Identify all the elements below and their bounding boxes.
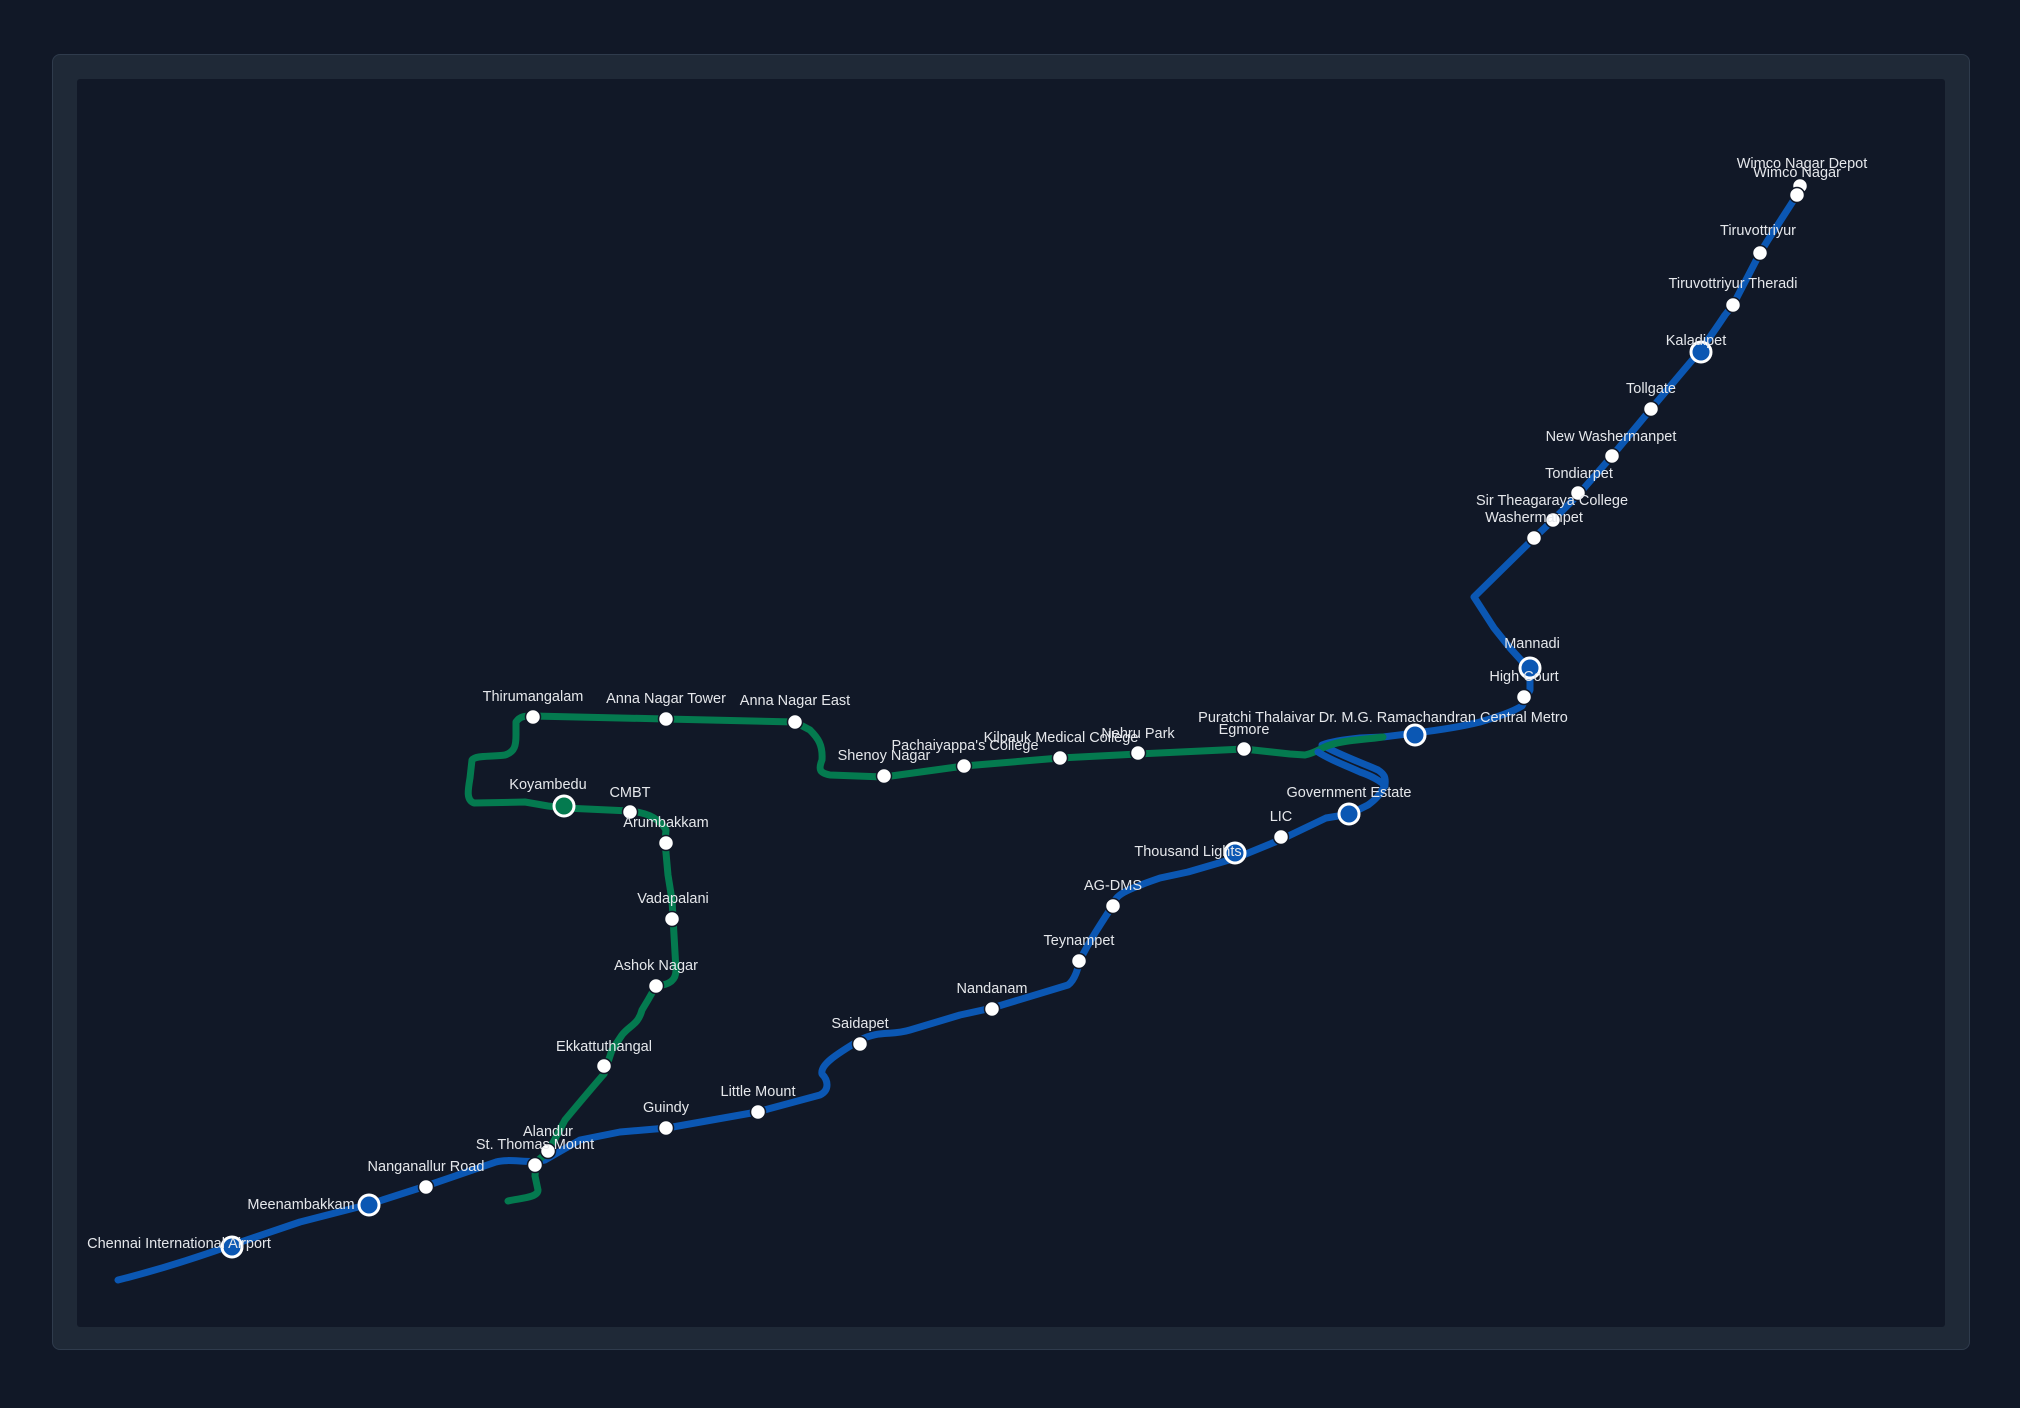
station-marker-thousand-lights[interactable]: [1223, 841, 1247, 865]
station-marker-government-estate[interactable]: [1337, 802, 1361, 826]
station-label-thousand-lights: Thousand Lights: [1134, 844, 1241, 860]
station-marker-koyambedu[interactable]: [552, 794, 576, 818]
station-label-kaladipet: Kaladipet: [1666, 333, 1726, 349]
blue-line-branch: [1314, 748, 1389, 790]
station-label-nandanam: Nandanam: [957, 981, 1028, 997]
station-marker-nanganallur-road[interactable]: [417, 1178, 435, 1196]
station-label-ag-dms: AG-DMS: [1084, 878, 1142, 894]
station-label-meenambakkam: Meenambakkam: [247, 1197, 354, 1213]
station-marker-meenambakkam[interactable]: [357, 1193, 381, 1217]
station-label-arumbakkam: Arumbakkam: [623, 815, 708, 831]
station-marker-thirumangalam[interactable]: [524, 708, 542, 726]
station-marker-lic[interactable]: [1272, 828, 1290, 846]
station-label-washermanpet: Washermanpet: [1485, 510, 1583, 526]
station-label-chennai-international-airport: Chennai International Airport: [87, 1236, 271, 1252]
station-marker-kaladipet[interactable]: [1689, 340, 1713, 364]
station-marker-wimco-nagar[interactable]: [1788, 186, 1806, 204]
station-marker-ag-dms[interactable]: [1104, 897, 1122, 915]
station-label-new-washermanpet: New Washermanpet: [1546, 429, 1677, 445]
station-label-government-estate: Government Estate: [1287, 785, 1412, 801]
station-label-anna-nagar-tower: Anna Nagar Tower: [606, 691, 726, 707]
station-marker-mannadi[interactable]: [1518, 656, 1542, 680]
station-label-egmore: Egmore: [1219, 722, 1270, 738]
station-marker-new-washermanpet[interactable]: [1603, 447, 1621, 465]
station-label-saidapet: Saidapet: [831, 1016, 888, 1032]
station-marker-sir-theagaraya-college[interactable]: [1544, 511, 1562, 529]
station-label-guindy: Guindy: [643, 1100, 690, 1116]
green-line: [464, 712, 1387, 1205]
station-label-kilpauk-medical-college: Kilpauk Medical College: [984, 730, 1139, 746]
station-marker-saidapet[interactable]: [851, 1035, 869, 1053]
station-label-pachaiyappa-s-college: Pachaiyappa's College: [891, 738, 1038, 754]
station-label-anna-nagar-east: Anna Nagar East: [740, 693, 850, 709]
station-label-puratchi-thalaivar-dr-m-g-ramachandran-central-metro: Puratchi Thalaivar Dr. M.G. Ramachandran…: [1198, 710, 1568, 726]
station-label-koyambedu: Koyambedu: [509, 777, 586, 793]
station-marker-washermanpet[interactable]: [1525, 529, 1543, 547]
station-label-mannadi: Mannadi: [1504, 636, 1560, 652]
station-label-tiruvottriyur: Tiruvottriyur: [1720, 223, 1796, 239]
station-marker-tondiarpet[interactable]: [1569, 484, 1587, 502]
station-label-ekkattuthangal: Ekkattuthangal: [556, 1039, 652, 1055]
station-marker-nandanam[interactable]: [983, 1000, 1001, 1018]
station-label-nanganallur-road: Nanganallur Road: [368, 1159, 485, 1175]
station-label-wimco-nagar: Wimco Nagar: [1753, 165, 1841, 181]
station-marker-vadapalani[interactable]: [663, 910, 681, 928]
station-label-tondiarpet: Tondiarpet: [1545, 466, 1613, 482]
station-marker-tiruvottriyur-theradi[interactable]: [1724, 296, 1742, 314]
station-label-teynampet: Teynampet: [1044, 933, 1115, 949]
station-label-tollgate: Tollgate: [1626, 381, 1676, 397]
station-marker-egmore[interactable]: [1235, 740, 1253, 758]
station-marker-cmbt[interactable]: [621, 803, 639, 821]
station-marker-alandur[interactable]: [539, 1142, 557, 1160]
station-label-little-mount: Little Mount: [721, 1084, 796, 1100]
station-marker-anna-nagar-east[interactable]: [786, 713, 804, 731]
station-marker-tiruvottriyur[interactable]: [1751, 244, 1769, 262]
station-label-high-court: High Court: [1489, 669, 1558, 685]
station-marker-anna-nagar-tower[interactable]: [657, 710, 675, 728]
station-label-ashok-nagar: Ashok Nagar: [614, 958, 698, 974]
station-label-thirumangalam: Thirumangalam: [483, 689, 584, 705]
station-marker-shenoy-nagar[interactable]: [875, 767, 893, 785]
station-label-lic: LIC: [1270, 809, 1293, 825]
station-marker-pachaiyappa-s-college[interactable]: [955, 757, 973, 775]
station-marker-tollgate[interactable]: [1642, 400, 1660, 418]
station-marker-kilpauk-medical-college[interactable]: [1051, 749, 1069, 767]
station-marker-high-court[interactable]: [1515, 688, 1533, 706]
station-label-st-thomas-mount: St. Thomas Mount: [476, 1137, 594, 1153]
station-markers[interactable]: [220, 177, 1809, 1259]
station-marker-chennai-international-airport[interactable]: [220, 1235, 244, 1259]
map-canvas[interactable]: [77, 79, 1945, 1327]
station-label-cmbt: CMBT: [609, 785, 650, 801]
station-marker-guindy[interactable]: [657, 1119, 675, 1137]
station-label-tiruvottriyur-theradi: Tiruvottriyur Theradi: [1669, 276, 1798, 292]
station-label-wimco-nagar-depot: Wimco Nagar Depot: [1737, 156, 1868, 172]
station-marker-puratchi-thalaivar-dr-m-g-ramachandran-central-metro[interactable]: [1403, 723, 1427, 747]
station-label-shenoy-nagar: Shenoy Nagar: [838, 748, 931, 764]
station-label-nehru-park: Nehru Park: [1101, 726, 1175, 742]
blue-line: [114, 184, 1804, 1284]
station-marker-teynampet[interactable]: [1070, 952, 1088, 970]
station-marker-st-thomas-mount[interactable]: [526, 1156, 544, 1174]
station-marker-ashok-nagar[interactable]: [647, 977, 665, 995]
station-marker-ekkattuthangal[interactable]: [595, 1057, 613, 1075]
station-marker-nehru-park[interactable]: [1129, 744, 1147, 762]
station-label-vadapalani: Vadapalani: [637, 891, 709, 907]
station-marker-arumbakkam[interactable]: [657, 834, 675, 852]
station-label-alandur: Alandur: [523, 1124, 573, 1140]
station-marker-little-mount[interactable]: [749, 1103, 767, 1121]
station-label-sir-theagaraya-college: Sir Theagaraya College: [1476, 493, 1628, 509]
